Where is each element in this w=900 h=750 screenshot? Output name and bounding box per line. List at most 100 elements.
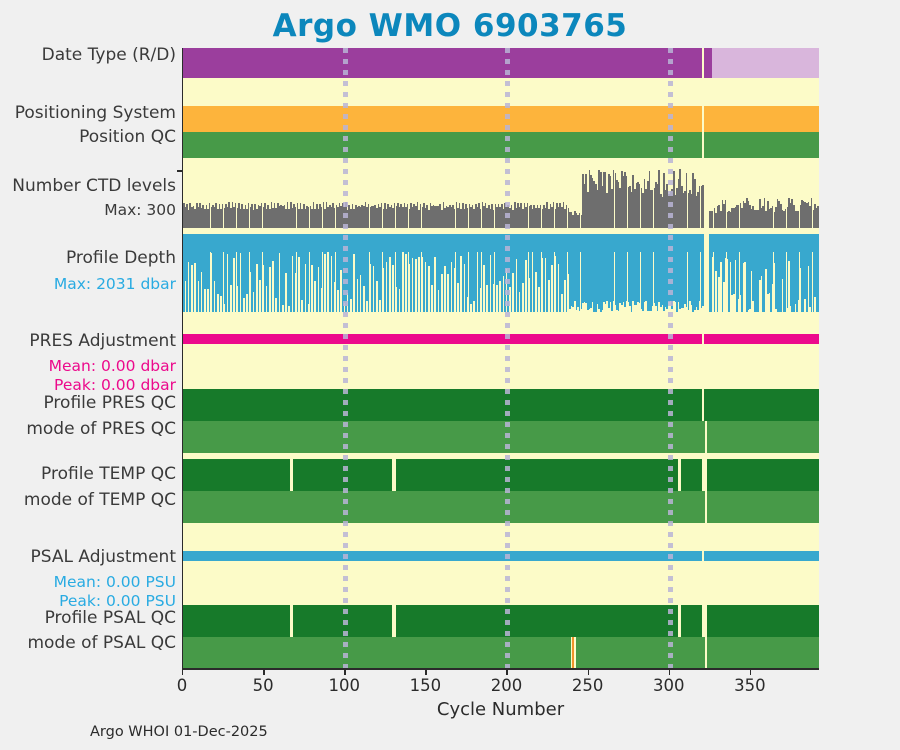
ctd-level-bar	[580, 214, 583, 228]
profile-psal-qc-segment	[707, 605, 819, 637]
profile-depth-bar	[218, 234, 221, 312]
profile-depth-bar	[200, 234, 203, 272]
profile-depth-bar	[539, 234, 542, 312]
profile-depth-bar	[794, 234, 797, 305]
ctd-level-bar	[265, 209, 268, 228]
ctd-level-bar	[502, 208, 505, 228]
position-qc-segment	[703, 132, 819, 158]
profile-depth-bar	[526, 234, 529, 312]
ctd-level-bar	[335, 205, 338, 228]
ctd-level-bar	[638, 183, 641, 228]
profile-depth-bar	[429, 234, 432, 312]
ctd-level-bar	[320, 206, 323, 228]
profile-depth-bar	[277, 234, 279, 312]
ctd-level-bar	[797, 211, 800, 228]
profile-depth-bar	[796, 234, 798, 312]
ctd-level-bar	[384, 202, 386, 228]
ctd-level-bar	[419, 204, 422, 228]
profile-depth-bar	[567, 234, 570, 275]
ctd-level-bar	[809, 206, 811, 228]
ctd-level-bar	[752, 206, 754, 228]
profile-depth-bar	[199, 234, 201, 312]
profile-depth-bar	[354, 234, 357, 312]
label-profile-depth: Profile Depth	[65, 248, 176, 268]
profile-depth-bar	[223, 234, 226, 304]
ctd-level-bar	[778, 201, 780, 228]
profile-depth-bar	[332, 234, 334, 312]
profile-depth-bar	[183, 234, 185, 312]
profile-depth-bar	[596, 234, 599, 305]
psal-adjustment-line	[703, 551, 819, 561]
profile-depth-bar	[651, 234, 654, 306]
profile-depth-bar	[609, 234, 612, 302]
ctd-level-bar	[424, 208, 427, 228]
profile-depth-bar	[564, 234, 566, 280]
profile-depth-bar	[204, 234, 206, 289]
ctd-level-bar	[290, 202, 292, 228]
ctd-level-bar	[548, 208, 550, 228]
profile-depth-bar	[767, 234, 769, 295]
profile-depth-bar	[715, 234, 717, 272]
profile-depth-bar	[802, 234, 805, 312]
profile-depth-bar	[642, 234, 644, 312]
label-pres-peak: Peak: 0.00 dbar	[54, 376, 176, 394]
profile-depth-bar	[335, 234, 338, 312]
ctd-level-bar	[423, 202, 425, 228]
ctd-level-bar	[765, 210, 767, 228]
profile-depth-bar	[337, 234, 339, 290]
profile-depth-bar	[458, 234, 461, 312]
ctd-level-bar	[710, 211, 712, 228]
ctd-level-bar	[217, 208, 219, 228]
label-psal-adjustment: PSAL Adjustment	[30, 547, 176, 567]
profile-depth-bar	[366, 234, 368, 301]
profile-depth-bar	[612, 234, 615, 301]
ctd-level-bar	[660, 193, 662, 228]
ctd-level-bar	[642, 192, 644, 228]
profile-depth-bar	[419, 234, 422, 312]
ctd-level-bar	[254, 203, 256, 228]
profile-depth-bar	[582, 234, 584, 303]
ctd-level-bar	[449, 205, 451, 228]
profile-depth-bar	[552, 234, 555, 312]
ctd-level-bar	[450, 207, 453, 228]
ctd-level-bar	[648, 171, 651, 228]
profile-temp-qc-segment	[293, 459, 393, 491]
ctd-level-bar	[221, 203, 224, 228]
ctd-level-bar	[596, 189, 599, 228]
ctd-level-bar	[760, 208, 763, 228]
profile-depth-bar	[479, 234, 482, 288]
ctd-level-bar	[199, 202, 201, 228]
profile-depth-bar	[797, 234, 800, 300]
x-tick	[668, 668, 671, 675]
ctd-level-bar	[775, 206, 777, 228]
ctd-level-bar	[530, 204, 532, 228]
profile-depth-bar	[661, 234, 664, 306]
ctd-level-bar	[655, 182, 657, 228]
ctd-level-bar	[306, 205, 308, 228]
mode-of-psal-qc-segment	[183, 637, 571, 669]
ctd-level-bar	[186, 203, 188, 228]
profile-depth-bar	[522, 234, 524, 284]
profile-depth-bar	[442, 234, 445, 312]
ctd-level-bar	[588, 169, 591, 228]
profile-depth-bar	[681, 234, 683, 308]
profile-depth-bar	[621, 234, 623, 305]
ctd-level-bar	[609, 175, 612, 228]
profile-depth-bar	[496, 234, 498, 286]
ctd-level-bar	[205, 204, 208, 228]
ctd-level-bar	[702, 184, 704, 228]
ctd-level-bar	[462, 202, 464, 228]
profile-depth-bar	[246, 234, 248, 295]
ctd-level-bar	[635, 183, 638, 228]
ctd-level-bar	[757, 209, 759, 228]
profile-depth-bar	[244, 234, 247, 312]
profile-depth-bar	[653, 234, 656, 304]
profile-depth-bar	[814, 234, 816, 298]
profile-depth-bar	[294, 234, 297, 274]
profile-depth-bar	[585, 234, 587, 304]
ctd-level-bar	[520, 202, 522, 228]
ctd-level-bar	[556, 202, 558, 228]
ctd-level-bar	[582, 173, 584, 228]
ctd-level-bar	[361, 204, 363, 228]
ctd-level-bar	[410, 203, 412, 228]
